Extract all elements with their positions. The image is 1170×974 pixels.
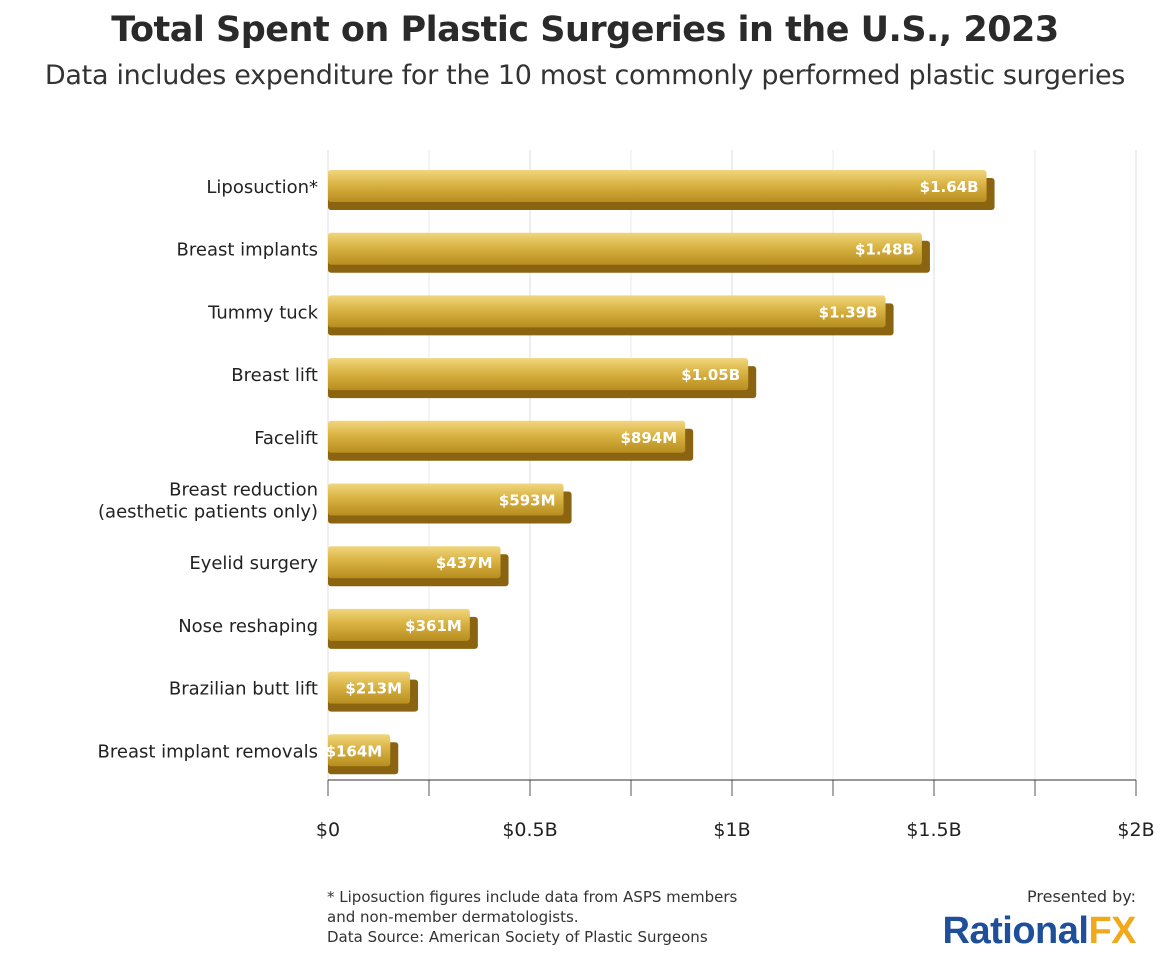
x-tick-label: $0.5B (502, 819, 557, 841)
category-label: Breast implant removals (98, 741, 318, 762)
footnote-source: Data Source: American Society of Plastic… (327, 928, 708, 946)
bar-value-label: $1.64B (920, 178, 979, 196)
bar-value-label: $361M (405, 617, 462, 635)
logo-text-rational: Rational (942, 910, 1089, 952)
category-label: Tummy tuck (207, 302, 318, 323)
bar-layer (328, 170, 995, 775)
bar (328, 232, 922, 265)
bar-value-label: $593M (499, 492, 556, 510)
bar (328, 358, 749, 391)
x-tick-label: $1.5B (906, 819, 961, 841)
x-tick-label: $2B (1117, 819, 1154, 841)
footnote-line-2: and non-member dermatologists. (327, 908, 579, 926)
bar (328, 483, 564, 516)
bar (328, 170, 987, 202)
x-tick-label: $1B (713, 819, 750, 841)
footnote: * Liposuction figures include data from … (327, 887, 737, 947)
footnote-line-1: * Liposuction figures include data from … (327, 888, 738, 906)
bar-value-label: $1.48B (855, 241, 914, 259)
category-label: Breast implants (177, 240, 318, 261)
category-label: Facelift (254, 428, 318, 449)
category-label: Breast reduction (169, 480, 318, 501)
bar-value-label: $437M (436, 554, 493, 572)
category-label: Eyelid surgery (189, 553, 318, 574)
bar (328, 420, 686, 453)
label-layer: $0 $0.5B $1B $1.5B $2B $1.64B Liposuction* $1.4… (98, 177, 1155, 841)
bar-value-label: $213M (345, 680, 402, 698)
bar (328, 608, 470, 641)
category-label: Nose reshaping (178, 616, 318, 637)
bar-value-label: $1.05B (681, 366, 740, 384)
bar (328, 671, 411, 704)
category-label: Liposuction* (206, 177, 318, 198)
bar-value-label: $1.39B (819, 303, 878, 321)
category-label: Brazilian butt lift (169, 679, 318, 700)
bar (328, 734, 391, 767)
chart-subtitle: Data includes expenditure for the 10 mos… (44, 60, 1126, 91)
bar-value-label: $894M (620, 429, 677, 447)
bar (328, 295, 886, 328)
bar-value-label: $164M (326, 742, 383, 760)
presented-by: Presented by: (1027, 887, 1136, 906)
category-label: Breast lift (231, 365, 318, 386)
category-label: (aesthetic patients only) (98, 502, 318, 523)
x-tick-label: $0 (316, 819, 340, 841)
bar (328, 546, 501, 579)
chart-title: Total Spent on Plastic Surgeries in the … (111, 10, 1059, 50)
rationalfx-logo: RationalFX (942, 910, 1137, 953)
logo-text-fx: FX (1088, 910, 1136, 952)
